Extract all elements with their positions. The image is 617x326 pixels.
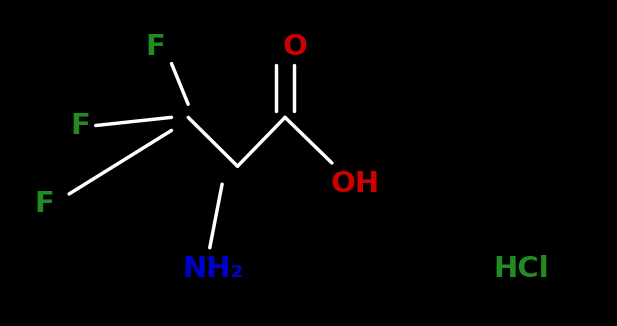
- Text: F: F: [70, 111, 90, 140]
- Text: F: F: [35, 190, 54, 218]
- Text: O: O: [283, 33, 307, 61]
- Text: F: F: [146, 33, 165, 61]
- Text: NH₂: NH₂: [182, 255, 244, 283]
- Text: OH: OH: [330, 170, 379, 198]
- Text: HCl: HCl: [494, 255, 549, 283]
